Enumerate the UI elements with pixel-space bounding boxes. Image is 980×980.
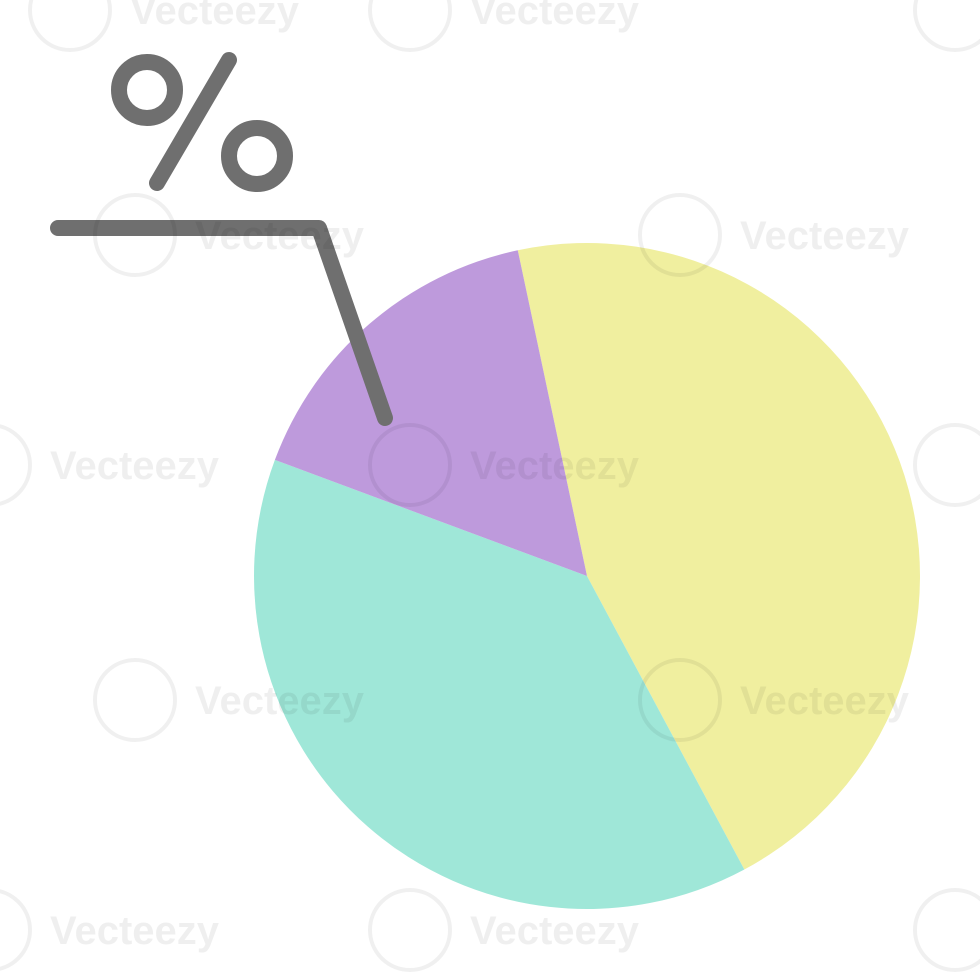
watermark-text: Vecteezy xyxy=(740,214,910,258)
pie-slices xyxy=(254,243,920,909)
watermark-text: Vecteezy xyxy=(740,679,910,723)
watermark: Vecteezy xyxy=(368,888,640,972)
vecteezy-logo-icon xyxy=(368,0,452,52)
watermark: Vecteezy xyxy=(28,0,300,52)
watermark-text: Vecteezy xyxy=(470,444,640,488)
vecteezy-logo-icon xyxy=(93,658,177,742)
pie-slice-1 xyxy=(517,243,920,870)
vecteezy-logo-icon xyxy=(638,658,722,742)
watermark-text: Vecteezy xyxy=(50,444,220,488)
pie-slice-2 xyxy=(254,459,745,909)
vecteezy-logo-icon xyxy=(913,423,980,507)
vecteezy-logo-icon xyxy=(638,193,722,277)
watermark: Vecteezy xyxy=(0,889,220,971)
vecteezy-logo-icon xyxy=(0,424,32,506)
watermark-text: Vecteezy xyxy=(50,909,220,953)
watermark: Vecteezy xyxy=(93,193,365,277)
watermark: Vecteezy xyxy=(368,423,640,507)
vecteezy-logo-icon xyxy=(0,889,32,971)
vecteezy-logo-icon xyxy=(368,888,452,972)
watermark-text: Vecteezy xyxy=(195,214,365,258)
watermark: Vecteezy xyxy=(0,424,220,506)
vecteezy-logo-icon xyxy=(368,423,452,507)
callout-leader-line xyxy=(50,220,393,426)
watermark: Vecteezy xyxy=(368,0,640,52)
watermark: Vecteezy xyxy=(913,423,980,507)
watermark-text: Vecteezy xyxy=(470,909,640,953)
watermark: Vecteezy xyxy=(93,658,365,742)
watermark: Vecteezy xyxy=(913,0,980,52)
watermark-text: Vecteezy xyxy=(130,0,300,33)
vecteezy-logo-icon xyxy=(28,0,112,52)
watermark: Vecteezy xyxy=(638,658,910,742)
percent-callout xyxy=(50,52,393,426)
watermark: Vecteezy xyxy=(913,888,980,972)
vecteezy-logo-icon xyxy=(913,888,980,972)
vecteezy-logo-icon xyxy=(913,0,980,52)
watermark: Vecteezy xyxy=(638,193,910,277)
vecteezy-logo-icon xyxy=(93,193,177,277)
watermark-text: Vecteezy xyxy=(195,679,365,723)
percent-icon xyxy=(111,52,293,192)
pie-slice-3 xyxy=(274,250,587,576)
watermark-text: Vecteezy xyxy=(470,0,640,33)
